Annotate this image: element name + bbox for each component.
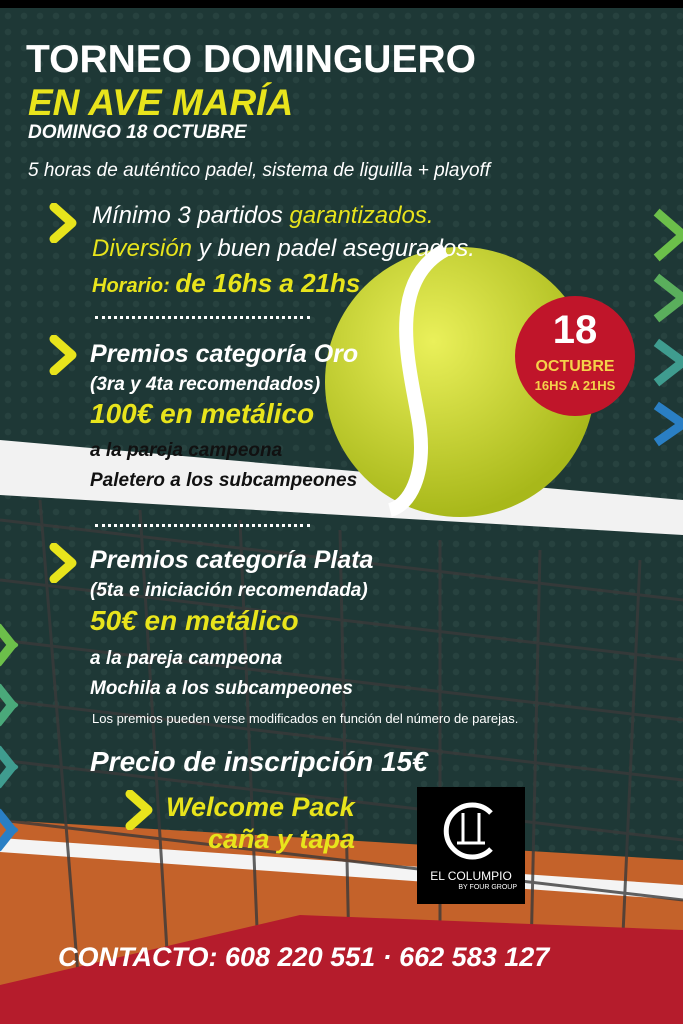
swing-logo-icon	[443, 802, 493, 860]
chevron-right-icon	[49, 203, 77, 243]
plata-note: (5ta e iniciación recomendada)	[90, 580, 368, 601]
sponsor-sub: BY FOUR GROUP	[458, 884, 517, 891]
contact: CONTACTO: 608 220 551 · 662 583 127	[58, 942, 550, 972]
disclaimer: Los premios pueden verse modificados en …	[92, 711, 519, 726]
location: EN AVE MARÍA	[28, 82, 294, 123]
intro-text: y buen padel asegurados.	[192, 235, 475, 262]
badge-day: 18	[552, 308, 598, 352]
plata-runner-up: Mochila a los subcampeones	[90, 678, 353, 699]
plata-prize: 50€ en metálico	[90, 605, 299, 636]
white-band	[0, 440, 683, 535]
schedule-value: de 16hs a 21hs	[175, 268, 361, 298]
date-badge: 18 OCTUBRE 16HS A 21HS	[515, 296, 635, 416]
plata-winner: a la pareja campeona	[90, 648, 283, 669]
intro-line-2: Diversión y buen padel asegurados.	[92, 235, 475, 263]
sponsor-name: EL COLUMPIO	[430, 869, 512, 883]
net	[0, 499, 683, 1001]
badge-month: OCTUBRE	[535, 358, 615, 375]
intro-line-1: Mínimo 3 partidos garantizados.	[92, 202, 434, 230]
tennis-ball-image	[325, 245, 595, 517]
intro-highlight: Diversión	[92, 235, 193, 262]
oro-title: Premios categoría Oro	[90, 340, 359, 368]
decorative-x-marks	[0, 208, 683, 852]
page-title: TORNEO DOMINGUERO	[26, 38, 476, 81]
schedule: Horario: de 16hs a 21hs	[92, 268, 360, 299]
oro-note: (3ra y 4ta recomendados)	[90, 374, 321, 395]
footer-red	[0, 915, 683, 1024]
schedule-label: Horario:	[92, 275, 176, 297]
welcome-pack: Welcome Pack	[166, 792, 355, 822]
chevron-right-icon	[49, 543, 77, 583]
sponsor-logo: EL COLUMPIO BY FOUR GROUP	[417, 787, 525, 904]
oro-winner: a la pareja campeona	[90, 440, 283, 461]
chevron-right-icon	[49, 335, 77, 375]
subtitle: 5 horas de auténtico padel, sistema de l…	[28, 160, 491, 181]
chevron-right-icon	[125, 790, 153, 830]
oro-runner-up: Paletero a los subcampeones	[90, 470, 358, 491]
oro-prize: 100€ en metálico	[90, 398, 315, 429]
intro-highlight: garantizados.	[289, 202, 434, 229]
dotted-divider	[95, 316, 310, 319]
price: Precio de inscripción 15€	[90, 746, 428, 777]
welcome-detail: caña y tapa	[208, 824, 356, 854]
dotted-divider	[95, 524, 310, 527]
plata-title: Premios categoría Plata	[90, 546, 374, 574]
badge-hours: 16HS A 21HS	[534, 378, 616, 393]
intro-text: Mínimo 3 partidos	[92, 202, 290, 229]
top-bar	[0, 0, 683, 8]
event-date: DOMINGO 18 OCTUBRE	[28, 122, 247, 143]
